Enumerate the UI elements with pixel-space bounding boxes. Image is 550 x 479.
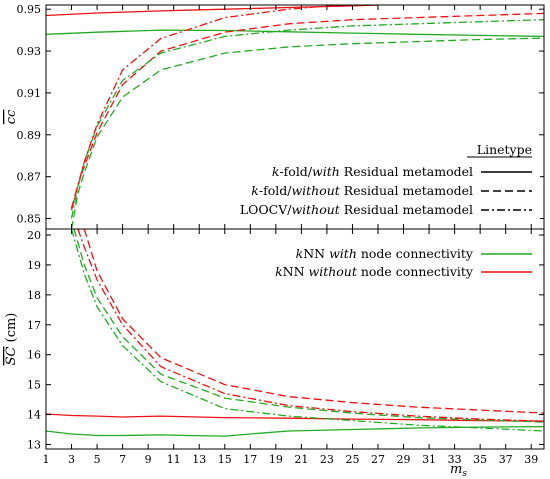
bottom-panel-ytick-label: 19: [27, 259, 41, 272]
bottom-panel-frame: [45, 228, 545, 450]
top-panel-series-0-line: [46, 29, 544, 38]
bottom-panel-series: [46, 229, 544, 437]
top-legend-entry-0-label: k-fold/with Residual metamodel: [272, 164, 473, 179]
bottom-panel-xtick-label: 13: [192, 453, 206, 466]
bottom-panel-xtick-label: 11: [167, 453, 181, 466]
bottom-legend-entry-1-label: kNN without node connectivity: [275, 264, 474, 279]
bottom-panel-series-2-line: [73, 229, 544, 423]
bottom-legend: kNN with node connectivity kNN without no…: [275, 246, 532, 279]
top-y-axis-label: cc: [4, 109, 19, 124]
bottom-panel-ytick-label: 20: [27, 229, 41, 242]
top-panel-series-5-line: [70, 5, 379, 211]
top-panel-cc: 0.85 0.87 0.89 0.91 0.93 0.95 Linetype k-fold/w…: [17, 3, 545, 230]
top-panel-ytick-label: 0.95: [17, 3, 42, 16]
top-panel-series-2-line: [70, 37, 544, 229]
bottom-panel-ytick-label: 15: [27, 379, 41, 392]
bottom-panel-ytick-label: 17: [27, 319, 41, 332]
top-panel-series-4-line: [70, 19, 544, 219]
x-axis-label: ms: [450, 462, 467, 479]
bottom-panel-xtick-label: 23: [320, 453, 334, 466]
top-panel-ytick-label: 0.91: [17, 87, 42, 100]
top-panel-series: [46, 5, 544, 229]
bottom-panel-series-4-line: [70, 229, 544, 432]
bottom-panel-series-0-line: [46, 425, 544, 437]
bottom-panel-ytick-label: 18: [27, 289, 41, 302]
bottom-panel-xtick-label: 1: [43, 453, 50, 466]
bottom-panel-xtick-label: 15: [218, 453, 232, 466]
bottom-panel-series-1-line: [46, 413, 544, 422]
bottom-panel-ytick-label: 14: [27, 409, 41, 422]
legend-title: Linetype: [477, 142, 532, 157]
bottom-legend-entry-0-label: kNN with node connectivity: [296, 246, 474, 261]
bottom-panel-xtick-label: 25: [345, 453, 359, 466]
top-panel-ytick-label: 0.89: [17, 129, 42, 142]
bottom-panel-xtick-label: 31: [422, 453, 436, 466]
bottom-panel-ytick-label: 16: [27, 349, 41, 362]
top-panel-series-3-line: [70, 12, 544, 209]
bottom-panel-xtick-label: 5: [94, 453, 101, 466]
top-panel-ytick-label: 0.93: [17, 45, 42, 58]
bottom-panel-xtick-label: 33: [448, 453, 462, 466]
bottom-panel-xtick-label: 9: [145, 453, 152, 466]
bottom-panel-xtick-label: 7: [119, 453, 126, 466]
top-panel-ytick-label: 0.85: [17, 213, 42, 226]
bottom-panel-xtick-label: 3: [68, 453, 75, 466]
bottom-panel-xtick-label: 17: [243, 453, 257, 466]
bottom-panel-ytick-label: 13: [27, 439, 41, 452]
top-panel-ytick-label: 0.87: [17, 171, 42, 184]
top-legend-entry-1-label: k-fold/without Residual metamodel: [251, 183, 473, 198]
top-legend: Linetype k-fold/with Residual metamodel k-…: [232, 136, 540, 220]
top-legend-entry-2-label: LOOCV/without Residual metamodel: [240, 202, 473, 217]
bottom-panel-xtick-label: 35: [473, 453, 487, 466]
top-legend-background: [232, 136, 540, 220]
y-axis-labels: cc SC (cm): [4, 109, 19, 365]
bottom-panel-xtick-label: 29: [397, 453, 411, 466]
bottom-y-axis-label: SC (cm): [4, 313, 19, 366]
bottom-panel-series-3-line: [83, 229, 544, 414]
bottom-panel-xtick-label: 39: [524, 453, 538, 466]
bottom-panel-xtick-label: 37: [499, 453, 513, 466]
bottom-panel-xtick-label: 21: [294, 453, 308, 466]
bottom-panel-xtick-label: 19: [269, 453, 283, 466]
bottom-panel-xtick-label: 27: [371, 453, 385, 466]
bottom-x-axis-label: ms: [450, 462, 467, 479]
